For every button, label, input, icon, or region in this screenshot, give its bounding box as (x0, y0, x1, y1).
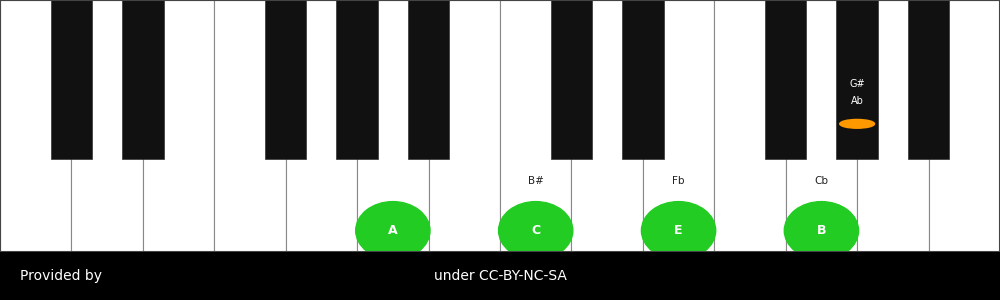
Text: Cb: Cb (814, 176, 828, 187)
Bar (214, 0, 286, 252)
Bar (0, 0, 71, 252)
Text: A: A (388, 224, 398, 237)
Bar (143, 0, 214, 252)
Bar (551, 0, 592, 159)
Circle shape (840, 119, 875, 128)
Text: Provided by: Provided by (20, 269, 102, 283)
Text: G#: G# (849, 79, 865, 89)
Ellipse shape (784, 202, 859, 260)
Bar (500, 0, 571, 252)
Text: Ab: Ab (851, 96, 864, 106)
Bar (286, 0, 357, 252)
Text: B#: B# (528, 176, 544, 187)
Bar (857, 0, 929, 252)
Bar (71, 0, 143, 252)
Bar (336, 0, 378, 159)
Text: B: B (817, 224, 826, 237)
Ellipse shape (356, 202, 430, 260)
Bar (908, 0, 949, 159)
Text: Fb: Fb (672, 176, 685, 187)
Ellipse shape (641, 202, 716, 260)
Bar (122, 0, 164, 159)
Text: C: C (531, 224, 540, 237)
Text: E: E (674, 224, 683, 237)
Text: under CC-BY-NC-SA: under CC-BY-NC-SA (434, 269, 566, 283)
Bar (622, 0, 664, 159)
Bar (357, 0, 429, 252)
Bar (929, 0, 1000, 252)
Bar (265, 0, 306, 159)
Bar (571, 0, 643, 252)
Bar (765, 0, 806, 159)
Bar (408, 0, 449, 159)
Bar (836, 0, 878, 159)
Bar (714, 0, 786, 252)
Bar (786, 0, 857, 252)
Bar (51, 0, 92, 159)
Bar (429, 0, 500, 252)
Bar (643, 0, 714, 252)
Ellipse shape (499, 202, 573, 260)
